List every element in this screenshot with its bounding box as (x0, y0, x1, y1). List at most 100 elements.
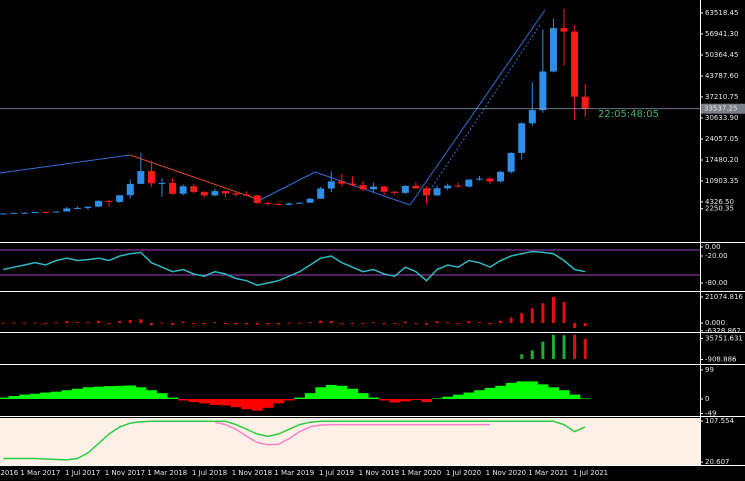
area-column (8, 396, 20, 399)
x-tick-label: 1 Mar 2020 (401, 469, 441, 477)
indicator-line (214, 421, 490, 446)
area-column (325, 384, 337, 399)
candle-body (401, 185, 409, 193)
area-column (410, 398, 422, 400)
bar (393, 322, 397, 324)
x-tick-label: 1 Mar 2017 (20, 469, 60, 477)
bar (276, 322, 280, 324)
bar (435, 321, 439, 323)
trend-line (259, 171, 316, 201)
bar (424, 322, 428, 325)
area-column (579, 398, 591, 399)
candle-body (391, 191, 399, 193)
bar (372, 322, 376, 324)
candle-body (422, 188, 430, 196)
y-tick-label: 21074.816 (705, 293, 743, 301)
y-tick-label: -908.886 (705, 355, 737, 363)
candle-body (137, 171, 145, 184)
bar (1, 322, 5, 324)
y-tick-label: -49 (705, 409, 716, 417)
candle-body (95, 200, 103, 207)
area-column (315, 387, 327, 399)
bar (139, 319, 143, 323)
bar (255, 322, 259, 325)
candle-body (84, 206, 92, 208)
bar (298, 322, 302, 324)
area-column (199, 398, 210, 404)
bar (160, 322, 164, 324)
candle-body (327, 181, 335, 189)
area-column (548, 387, 560, 399)
area-column (50, 391, 62, 399)
candle-body (571, 31, 579, 97)
candle-body (264, 202, 272, 204)
bar (583, 338, 587, 359)
bar (75, 322, 79, 324)
candle-body (296, 202, 304, 204)
candle-body (190, 186, 198, 192)
trend-line (0, 154, 131, 174)
y-tick-label: 37210.75 (705, 93, 738, 101)
candle-body (338, 181, 346, 184)
bar (499, 320, 503, 323)
bar (12, 322, 16, 324)
bar (202, 322, 206, 324)
area-column (283, 398, 295, 401)
indicator-line (3, 250, 586, 286)
area-column (251, 398, 263, 411)
bar (171, 322, 175, 325)
y-tick-label: 24057.05 (705, 135, 738, 143)
area-column (273, 398, 284, 404)
candle-body (359, 185, 367, 190)
candle-body (179, 186, 187, 194)
x-tick-label: 1 Mar 2021 (528, 469, 568, 477)
area-column (156, 393, 168, 399)
y-tick-label: 0 (705, 395, 709, 403)
candle-body (274, 203, 282, 205)
area-column (188, 398, 200, 402)
area-column (368, 397, 380, 399)
candle-body (380, 186, 388, 192)
candle-body (73, 207, 81, 209)
bar (234, 322, 238, 324)
candle-body (348, 183, 356, 186)
y-tick-label: 30633.90 (705, 114, 738, 122)
bar (541, 303, 545, 323)
candle-body (497, 171, 505, 182)
area-column (378, 398, 390, 401)
bar (573, 334, 577, 359)
area-column (230, 398, 242, 408)
candle-body (243, 194, 251, 196)
bar (128, 319, 132, 323)
current-price-label: 33537.25 (704, 105, 737, 113)
y-tick-label: -6328.862 (705, 327, 741, 335)
bar (223, 322, 227, 324)
area-column (421, 398, 433, 402)
bar (583, 322, 587, 327)
area-column (463, 392, 475, 399)
bar (551, 334, 555, 359)
candle-body (147, 171, 155, 184)
area-column (304, 393, 316, 399)
trend-line (429, 24, 541, 191)
bar (308, 322, 312, 324)
area-column (336, 385, 348, 399)
candle-body (10, 212, 18, 214)
area-column (294, 397, 306, 399)
y-tick-label: 20.607 (705, 458, 730, 466)
candle-body (200, 191, 208, 196)
bar (446, 322, 450, 324)
x-tick-label: 1 Jul 2018 (192, 469, 227, 477)
bar (541, 341, 545, 359)
bar (403, 321, 407, 323)
area-column (177, 398, 189, 401)
bar (97, 320, 101, 323)
y-tick-label: 56941.30 (705, 30, 738, 38)
y-tick-label: 0.00 (705, 243, 721, 251)
bar (350, 322, 354, 324)
area-column (0, 397, 9, 399)
bar (181, 321, 185, 323)
candle-body (465, 179, 473, 187)
bar (44, 322, 48, 324)
